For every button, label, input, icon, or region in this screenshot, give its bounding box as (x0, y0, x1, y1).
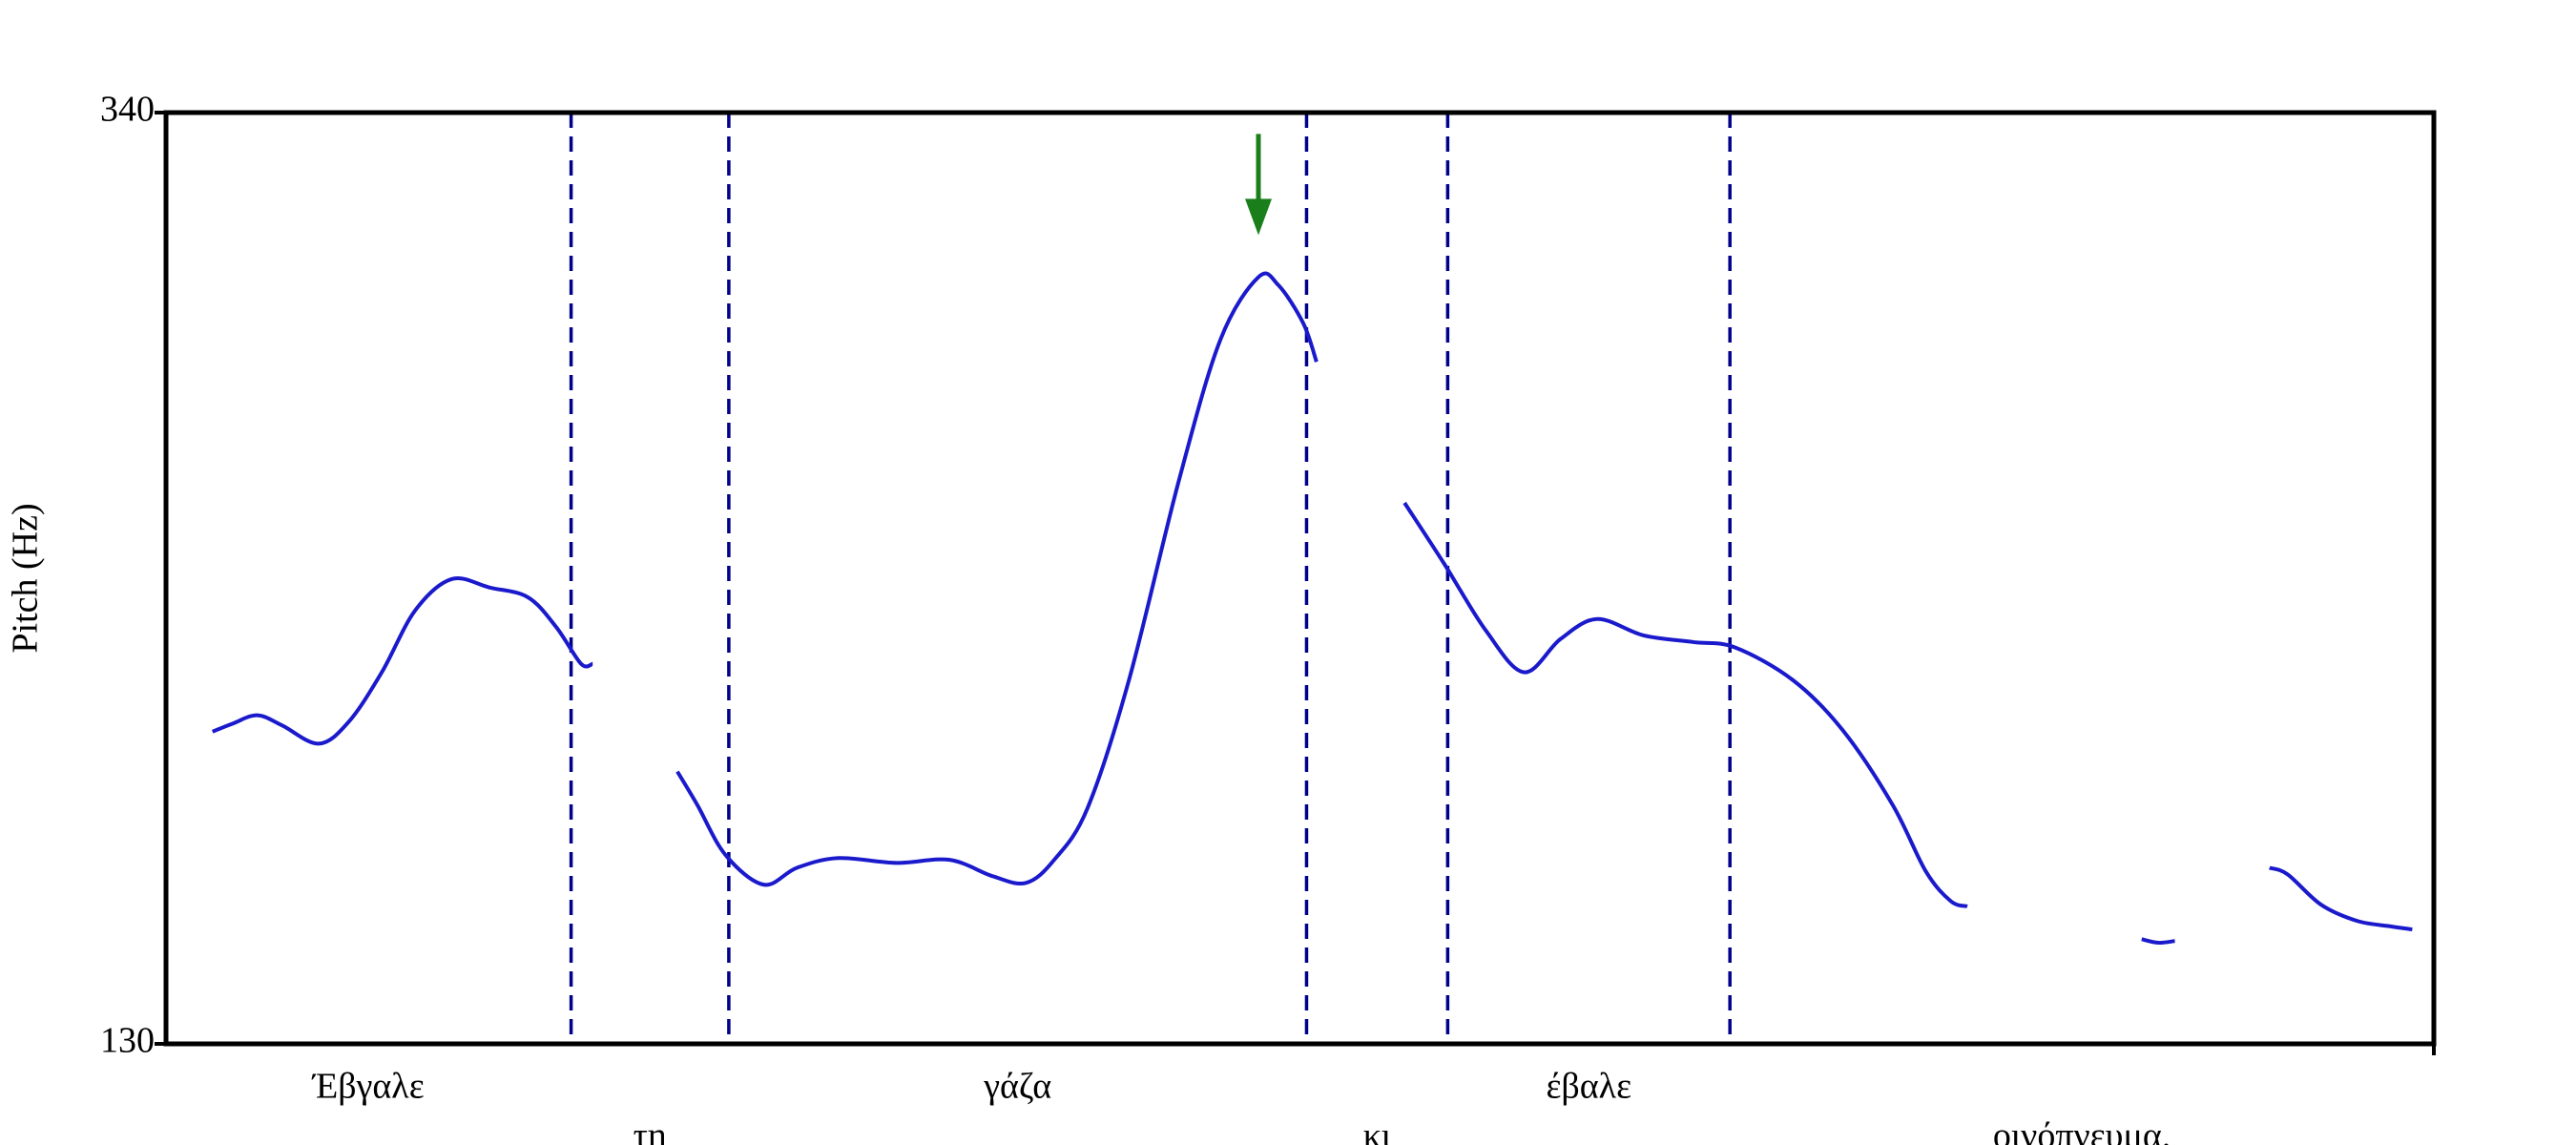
word-label: έβαλε (1546, 1067, 1631, 1107)
y-tick-label: 130 (100, 1021, 155, 1061)
pitch-contour (211, 271, 2413, 946)
word-label: οινόπνευμα. (1993, 1116, 2171, 1145)
y-tick-label: 340 (100, 90, 155, 130)
word-label: τη (634, 1116, 667, 1145)
word-label: κι (1363, 1116, 1392, 1145)
word-label: γάζα (983, 1067, 1051, 1107)
peak-arrow-head (1244, 198, 1272, 236)
word-label: Έβγαλε (311, 1067, 425, 1107)
y-axis-label: Pitch (Hz) (6, 503, 46, 653)
plot-frame (163, 110, 2437, 1047)
